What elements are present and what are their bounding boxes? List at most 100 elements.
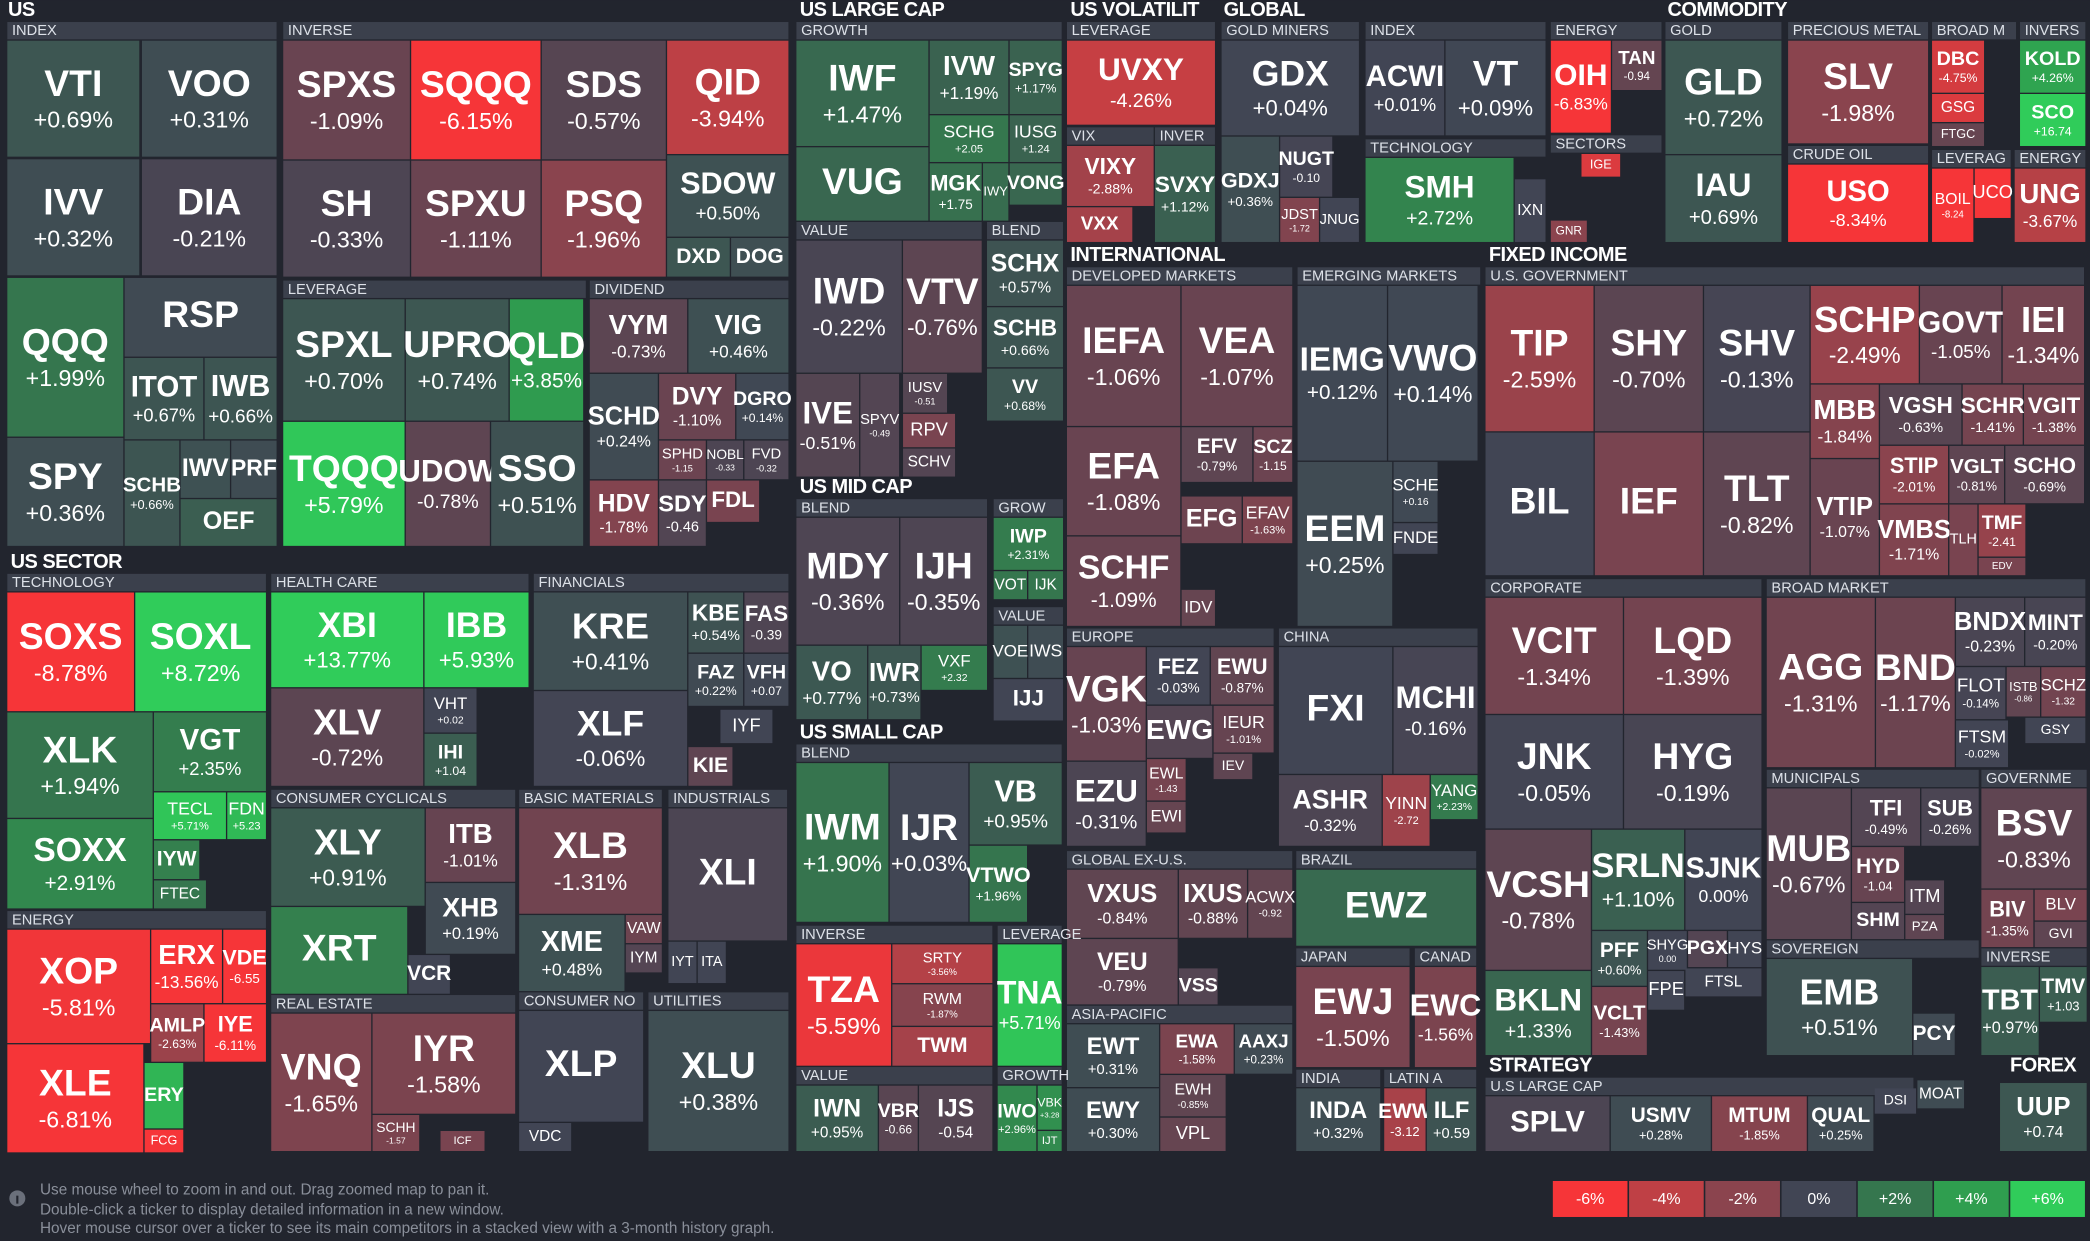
ticker: NOBL xyxy=(706,447,744,462)
tile xyxy=(892,984,993,1026)
ticker: BIL xyxy=(1509,480,1569,522)
ticker: EZU xyxy=(1075,772,1138,808)
change-label: -6.83% xyxy=(1554,94,1608,113)
tile xyxy=(1610,1096,1711,1151)
ticker: SCHO xyxy=(2013,453,2076,478)
ticker: KIE xyxy=(693,754,728,777)
ticker: GDXJ xyxy=(1221,168,1280,193)
tile xyxy=(1712,1096,1807,1151)
ticker: PSQ xyxy=(564,182,643,224)
change-label: -1.85% xyxy=(1739,1128,1780,1143)
tile xyxy=(283,421,405,546)
ticker: IVW xyxy=(943,50,995,81)
tile xyxy=(1876,597,1955,768)
change-label: +0.69% xyxy=(1689,207,1758,229)
change-label: -1.06% xyxy=(1087,364,1160,390)
ticker: VAW xyxy=(627,920,661,937)
tile xyxy=(796,944,892,1066)
change-label: +0.74 xyxy=(2023,1124,2063,1141)
change-label: -2.88% xyxy=(1088,181,1133,197)
change-label: +0.66% xyxy=(1001,342,1050,358)
group-label: BLEND xyxy=(801,746,850,762)
ticker: OIH xyxy=(1554,59,1607,92)
change-label: +5.23 xyxy=(233,821,261,833)
group-header-bar xyxy=(1485,267,2085,285)
change-label: -0.51 xyxy=(915,397,936,407)
change-label: +1.10% xyxy=(1602,887,1675,911)
change-label: +0.46% xyxy=(709,341,768,361)
ticker: SRTY xyxy=(923,951,962,967)
ticker: GDX xyxy=(1252,53,1329,93)
tile xyxy=(589,480,658,546)
ticker: IJR xyxy=(900,806,958,848)
tile xyxy=(688,747,733,786)
ticker: KRE xyxy=(572,605,649,646)
change-label: +1.96% xyxy=(976,888,1022,903)
tile xyxy=(1880,504,1949,576)
tile xyxy=(1932,40,1985,93)
ticker: EWU xyxy=(1217,654,1268,679)
ticker: VOE xyxy=(992,641,1028,660)
tile xyxy=(1485,285,1594,432)
tile xyxy=(7,1044,144,1153)
change-label: -0.19% xyxy=(1656,780,1729,806)
change-label: -0.79% xyxy=(1197,459,1238,474)
tile xyxy=(1028,571,1063,600)
group-label: EMERGING MARKETS xyxy=(1302,268,1457,284)
ticker: IYR xyxy=(413,1027,475,1069)
tile xyxy=(744,592,789,653)
ticker: OEF xyxy=(203,507,255,535)
section-title: FIXED INCOME xyxy=(1489,244,1627,266)
tile xyxy=(900,517,988,645)
tile xyxy=(1146,705,1213,758)
tile xyxy=(2006,667,2041,717)
tile xyxy=(2025,717,2086,744)
tile xyxy=(1485,1096,1610,1151)
change-label: -1.09% xyxy=(310,108,383,134)
ticker: SDY xyxy=(658,490,707,516)
change-label: -1.10% xyxy=(673,413,722,430)
ticker: VBK xyxy=(1037,1096,1063,1110)
ticker: SHY xyxy=(1610,322,1687,364)
change-label: +0.57% xyxy=(999,279,1052,296)
ticker: VDC xyxy=(529,1128,562,1145)
tile xyxy=(1962,384,2023,445)
tile xyxy=(1066,427,1181,536)
change-label: -0.79% xyxy=(1098,978,1147,995)
ticker: EWT xyxy=(1087,1034,1140,1060)
tile xyxy=(2040,967,2087,1022)
group-label: GOVERNME xyxy=(1986,771,2072,787)
change-label: -0.26% xyxy=(1929,822,1972,837)
tile xyxy=(2041,667,2086,717)
tile xyxy=(1320,197,1359,242)
group-header-bar xyxy=(1066,851,1293,869)
ticker: IWY xyxy=(983,183,1008,198)
ticker: QID xyxy=(695,60,761,102)
legend-swatch xyxy=(1934,1180,2009,1217)
ticker: IYT xyxy=(671,954,694,970)
tile xyxy=(1788,164,1929,242)
tile xyxy=(1810,459,1879,576)
change-label: -3.12 xyxy=(1390,1124,1419,1139)
group-header-bar xyxy=(1365,139,1546,157)
tile xyxy=(1430,775,1478,820)
ticker: VSS xyxy=(1179,975,1218,997)
change-label: -6.81% xyxy=(39,1106,112,1132)
change-label: +0.36% xyxy=(1228,194,1274,209)
ticker: ISTB xyxy=(2009,679,2037,694)
change-label: -0.70% xyxy=(1612,367,1685,393)
tile xyxy=(180,499,277,546)
tile xyxy=(1913,1013,1955,1056)
tile xyxy=(1297,285,1387,461)
legend-label: -6% xyxy=(1576,1191,1604,1208)
ticker: HDV xyxy=(598,490,651,517)
tile xyxy=(1808,1096,1874,1151)
tile xyxy=(1648,931,1687,970)
ticker: SCHH xyxy=(376,1119,415,1135)
tile xyxy=(7,40,140,157)
change-label: -2.63% xyxy=(158,1037,197,1051)
ticker: QUAL xyxy=(1811,1104,1870,1127)
ticker: VTWO xyxy=(966,862,1031,887)
ticker: SMH xyxy=(1404,169,1474,205)
